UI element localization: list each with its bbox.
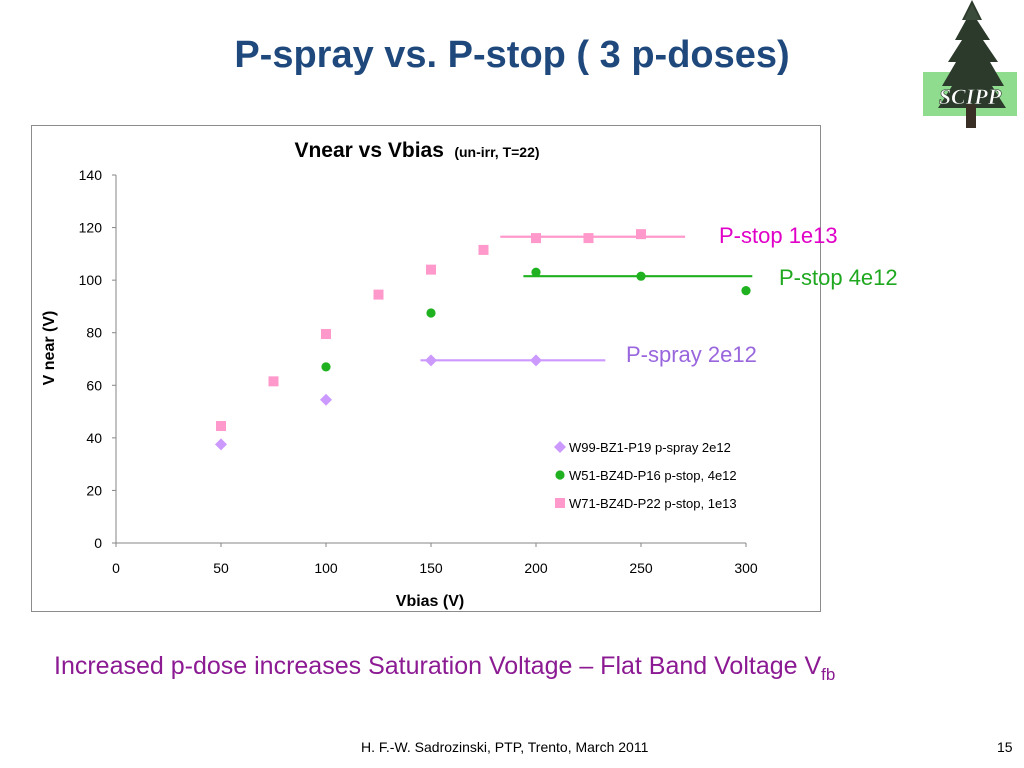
legend-marker-square (555, 498, 565, 508)
pine-tree-icon: SCIPP (923, 0, 1017, 128)
page-number: 15 (997, 739, 1013, 755)
y-tick-label: 60 (86, 377, 102, 393)
legend-marker-circle (555, 470, 565, 480)
x-tick-label: 250 (629, 560, 653, 576)
data-point-circle (741, 286, 751, 296)
logo-text: SCIPP (939, 84, 1002, 109)
data-point-circle (321, 362, 331, 372)
legend-label: W71-BZ4D-P22 p-stop, 1e13 (569, 496, 737, 511)
data-point-diamond (530, 354, 542, 367)
y-tick-label: 100 (79, 272, 103, 288)
y-tick-label: 140 (79, 167, 103, 183)
chart-axes: 0 20 40 60 80 100 120 140 0 50 100 150 200 250 300 (79, 167, 758, 576)
annotation-p-stop-4e12: P-stop 4e12 (779, 265, 898, 290)
chart-title: Vnear vs Vbias (un-irr, T=22) (294, 139, 539, 162)
data-point-square (373, 289, 384, 300)
chart-title-suffix: (un-irr, T=22) (454, 144, 539, 160)
data-point-square (636, 229, 646, 240)
slide-footer: H. F.-W. Sadrozinski, PTP, Trento, March… (361, 739, 649, 755)
slide-title: P-spray vs. P-stop ( 3 p-doses) (234, 34, 790, 76)
chart-title-main: Vnear vs Vbias (294, 139, 443, 162)
chart-frame (31, 125, 821, 612)
legend-label: W51-BZ4D-P16 p-stop, 4e12 (569, 468, 737, 483)
x-tick-label: 150 (419, 560, 443, 576)
y-tick-label: 120 (79, 220, 103, 236)
x-axis-label: Vbias (V) (396, 593, 464, 610)
caption-text: Increased p-dose increases Saturation Vo… (54, 652, 822, 680)
data-point-diamond (320, 393, 332, 406)
data-point-circle (636, 271, 646, 281)
x-tick-label: 100 (314, 560, 338, 576)
y-axis-label: V near (V) (41, 311, 58, 386)
chart-legend: W99-BZ1-P19 p-spray 2e12 W51-BZ4D-P16 p-s… (554, 440, 737, 511)
chart-marks (215, 229, 753, 451)
y-tick-label: 40 (86, 430, 102, 446)
data-point-square (321, 329, 331, 340)
x-tick-label: 0 (112, 560, 120, 576)
data-point-diamond (215, 438, 227, 451)
data-point-square (426, 264, 436, 275)
annotation-p-spray-2e12: P-spray 2e12 (626, 342, 757, 367)
data-point-square (583, 233, 594, 244)
y-tick-label: 0 (94, 535, 102, 551)
data-point-circle (531, 267, 541, 277)
scipp-logo: SCIPP (920, 0, 1020, 130)
legend-label: W99-BZ1-P19 p-spray 2e12 (569, 440, 731, 455)
slide-caption: Increased p-dose increases Saturation Vo… (54, 652, 835, 685)
data-point-square (478, 244, 489, 255)
caption-subscript: fb (821, 665, 836, 684)
y-tick-label: 80 (86, 325, 102, 341)
data-point-square (216, 421, 226, 432)
data-point-circle (426, 308, 436, 318)
data-point-square (531, 233, 541, 244)
annotation-p-stop-1e13: P-stop 1e13 (719, 223, 838, 248)
legend-marker-diamond (554, 441, 566, 453)
x-tick-label: 50 (213, 560, 229, 576)
data-point-diamond (425, 354, 437, 367)
x-tick-label: 300 (734, 560, 758, 576)
x-tick-label: 200 (524, 560, 548, 576)
data-point-square (268, 376, 279, 387)
y-tick-label: 20 (86, 482, 102, 498)
